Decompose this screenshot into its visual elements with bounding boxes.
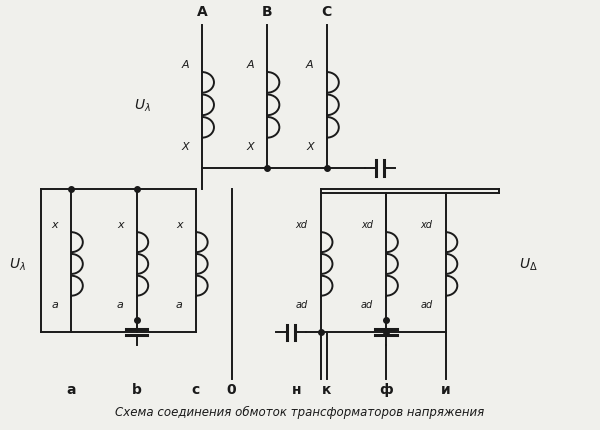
Text: C: C: [322, 6, 332, 19]
Text: $U_\lambda$: $U_\lambda$: [134, 98, 151, 114]
Text: x: x: [117, 220, 124, 230]
Text: ad: ad: [295, 299, 308, 309]
Text: B: B: [262, 6, 272, 19]
Text: $U_\Delta$: $U_\Delta$: [520, 256, 538, 273]
Text: и: и: [441, 382, 451, 396]
Text: x: x: [52, 220, 58, 230]
Text: A: A: [306, 60, 314, 70]
Text: A: A: [247, 60, 254, 70]
Text: ф: ф: [379, 382, 393, 396]
Text: X: X: [181, 141, 189, 151]
Text: b: b: [131, 382, 142, 396]
Text: xd: xd: [296, 220, 308, 230]
Text: a: a: [176, 299, 183, 309]
Text: A: A: [197, 6, 207, 19]
Text: X: X: [247, 141, 254, 151]
Text: a: a: [67, 382, 76, 396]
Text: x: x: [176, 220, 183, 230]
Text: ad: ad: [361, 299, 373, 309]
Text: a: a: [116, 299, 124, 309]
Text: н: н: [292, 382, 302, 396]
Text: ad: ad: [421, 299, 433, 309]
Text: A: A: [181, 60, 189, 70]
Text: Схема соединения обмоток трансформаторов напряжения: Схема соединения обмоток трансформаторов…: [115, 405, 485, 418]
Text: 0: 0: [227, 382, 236, 396]
Text: xd: xd: [421, 220, 433, 230]
Text: к: к: [322, 382, 331, 396]
Text: $U_\lambda$: $U_\lambda$: [9, 256, 26, 273]
Text: X: X: [306, 141, 314, 151]
Text: xd: xd: [361, 220, 373, 230]
Text: c: c: [192, 382, 200, 396]
Text: a: a: [51, 299, 58, 309]
